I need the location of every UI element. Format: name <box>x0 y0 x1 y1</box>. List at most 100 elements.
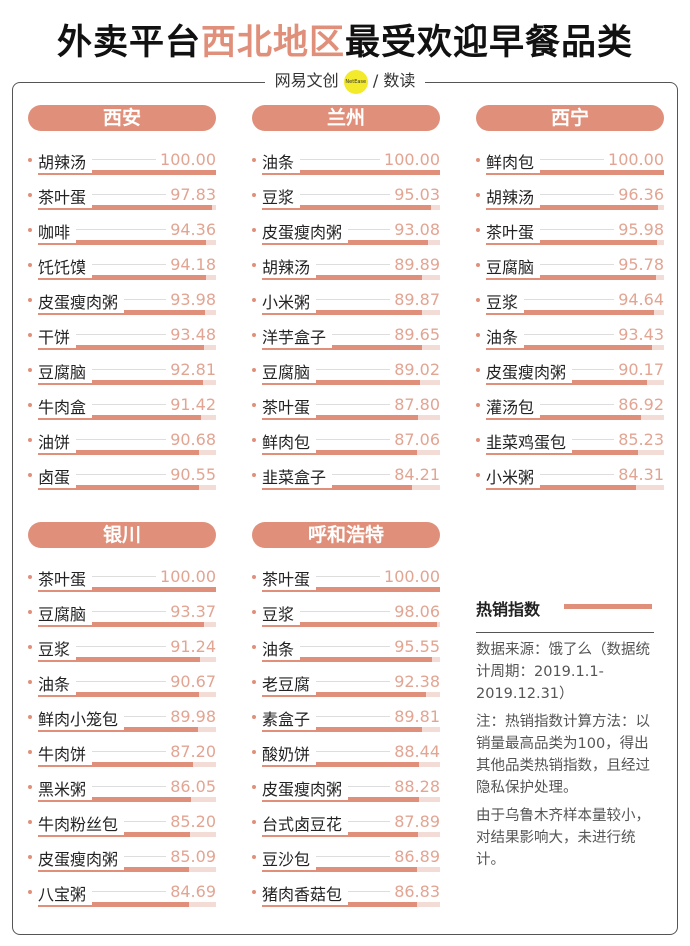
category-label: 油条 <box>262 636 301 660</box>
category-label: 韭菜鸡蛋包 <box>486 429 573 453</box>
leader-line <box>38 369 166 370</box>
leader-line <box>262 194 390 195</box>
bar-track <box>262 657 440 662</box>
ranking-row: 饦饦馍 94.18 <box>28 251 216 286</box>
bar <box>262 275 422 280</box>
value-label: 90.68 <box>166 430 216 449</box>
title-part1: 外卖平台 <box>56 23 201 63</box>
bar-track <box>38 797 216 802</box>
bar <box>38 205 213 210</box>
ranking-row: 干饼 93.48 <box>28 321 216 356</box>
bar <box>38 240 206 245</box>
leader-line <box>38 611 166 612</box>
value-label: 90.67 <box>166 672 216 691</box>
ranking-row: 小米粥 89.87 <box>252 286 440 321</box>
bar <box>38 485 200 490</box>
category-label: 胡辣汤 <box>262 254 317 278</box>
ranking-row: 鲜肉小笼包 89.98 <box>28 703 216 738</box>
ranking-row: 皮蛋瘦肉粥 93.08 <box>252 216 440 251</box>
value-label: 100.00 <box>604 150 664 169</box>
legend-panel: 热销指数 数据来源：饿了么（数据统计周期：2019.1.1-2019.12.31… <box>476 596 654 871</box>
ranking-row: 黑米粥 86.05 <box>28 773 216 808</box>
bar <box>262 622 437 627</box>
city-column: 呼和浩特 茶叶蛋 100.00 豆浆 98.06 油条 95.55 老豆腐 92.38 素盒子 89… <box>252 522 440 913</box>
value-label: 85.23 <box>614 430 664 449</box>
value-label: 87.89 <box>390 812 440 831</box>
category-label: 黑米粥 <box>38 776 93 800</box>
bar-track <box>262 587 440 592</box>
ranking-row: 茶叶蛋 100.00 <box>28 563 216 598</box>
leader-line <box>486 474 614 475</box>
legend-bar-swatch <box>564 604 652 609</box>
bar-track <box>38 587 216 592</box>
bullet-icon <box>476 228 480 232</box>
value-label: 89.65 <box>390 325 440 344</box>
leader-line <box>262 716 390 717</box>
bullet-icon <box>252 610 256 614</box>
ranking-row: 油条 90.67 <box>28 668 216 703</box>
bullet-icon <box>28 473 32 477</box>
category-label: 皮蛋瘦肉粥 <box>262 219 349 243</box>
value-label: 95.78 <box>614 255 664 274</box>
bullet-icon <box>28 680 32 684</box>
value-label: 85.20 <box>166 812 216 831</box>
bullet-icon <box>476 158 480 162</box>
value-label: 84.69 <box>166 882 216 901</box>
ranking-row: 豆腐脑 95.78 <box>476 251 664 286</box>
value-label: 89.87 <box>390 290 440 309</box>
value-label: 95.03 <box>390 185 440 204</box>
category-label: 洋芋盒子 <box>262 324 333 348</box>
bar-track <box>262 727 440 732</box>
category-label: 小米粥 <box>262 289 317 313</box>
bar <box>486 275 657 280</box>
bar-track <box>38 380 216 385</box>
ranking-row: 豆浆 94.64 <box>476 286 664 321</box>
bullet-icon <box>28 193 32 197</box>
city-column: 西安 胡辣汤 100.00 茶叶蛋 97.83 咖啡 94.36 饦饦馍 94.18 皮蛋瘦肉粥 9… <box>28 105 216 496</box>
category-label: 牛肉粉丝包 <box>38 811 125 835</box>
category-label: 茶叶蛋 <box>38 566 93 590</box>
ranking-row: 小米粥 84.31 <box>476 461 664 496</box>
value-label: 100.00 <box>380 567 440 586</box>
category-label: 豆浆 <box>486 289 525 313</box>
ranking-row: 酸奶饼 88.44 <box>252 738 440 773</box>
bar <box>262 345 422 350</box>
ranking-row: 茶叶蛋 97.83 <box>28 181 216 216</box>
leader-line <box>38 891 166 892</box>
logo-badge: NetEase <box>343 69 368 94</box>
bar-track <box>262 170 440 175</box>
leader-line <box>262 439 390 440</box>
leader-line <box>38 334 166 335</box>
ranking-row: 牛肉盒 91.42 <box>28 391 216 426</box>
leader-line <box>262 611 390 612</box>
leader-line <box>262 576 390 577</box>
bullet-icon <box>252 750 256 754</box>
leader-line <box>38 786 166 787</box>
bar <box>262 380 421 385</box>
category-label: 咖啡 <box>38 219 77 243</box>
bar <box>38 275 206 280</box>
bar-track <box>486 415 664 420</box>
value-label: 97.83 <box>166 185 216 204</box>
category-label: 八宝粥 <box>38 881 93 905</box>
bar <box>486 240 657 245</box>
leader-line <box>38 194 166 195</box>
ranking-row: 卤蛋 90.55 <box>28 461 216 496</box>
leader-line <box>486 229 614 230</box>
ranking-row: 油饼 90.68 <box>28 426 216 461</box>
legend-divider <box>476 632 654 633</box>
bar <box>262 727 422 732</box>
bar <box>486 310 655 315</box>
value-label: 93.37 <box>166 602 216 621</box>
leader-line <box>38 474 166 475</box>
category-label: 台式卤豆花 <box>262 811 349 835</box>
bar <box>262 485 412 490</box>
bar <box>486 345 653 350</box>
value-label: 84.31 <box>614 465 664 484</box>
bar-track <box>486 240 664 245</box>
method-note: 注：热销指数计算方法：以销量最高品类为100，得出其他品类热销指数，且经过隐私保… <box>476 714 650 796</box>
city-column: 兰州 油条 100.00 豆浆 95.03 皮蛋瘦肉粥 93.08 胡辣汤 89.89 小米粥 89… <box>252 105 440 496</box>
bullet-icon <box>252 333 256 337</box>
leader-line <box>486 334 614 335</box>
data-source-note: 数据来源：饿了么（数据统计周期：2019.1.1-2019.12.31） <box>476 642 650 702</box>
